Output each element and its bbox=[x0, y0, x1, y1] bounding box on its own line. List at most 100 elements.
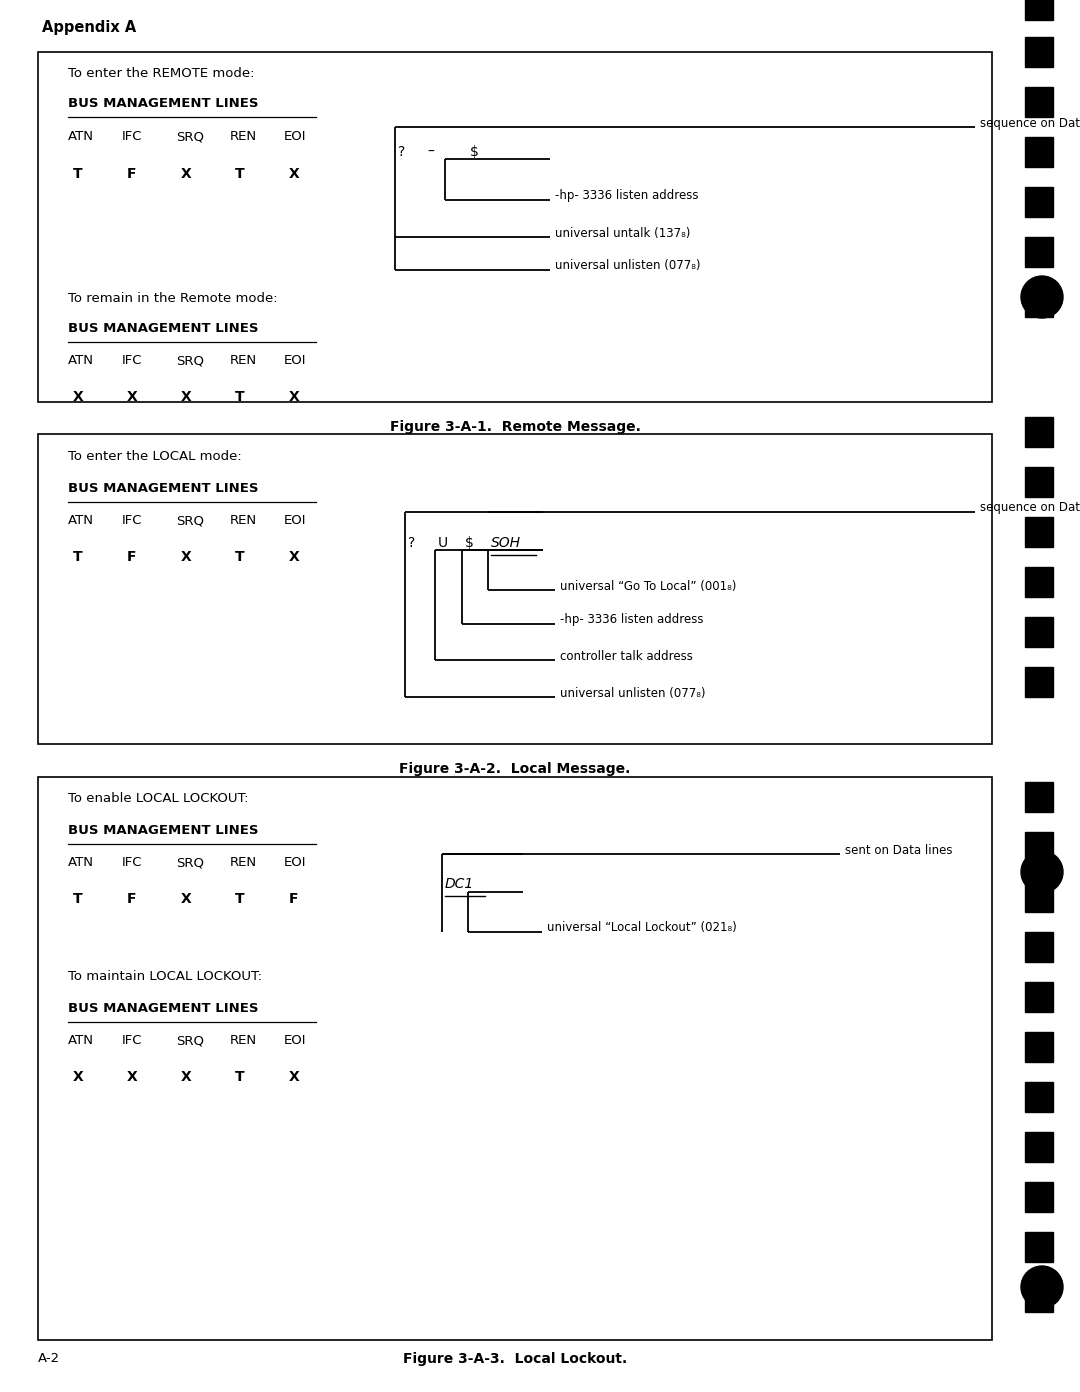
Bar bbox=[1025, 466, 1053, 497]
Text: SOH: SOH bbox=[491, 536, 521, 550]
Text: IFC: IFC bbox=[122, 1034, 143, 1047]
Bar bbox=[1025, 1182, 1053, 1212]
Text: EOI: EOI bbox=[284, 354, 307, 367]
Text: T: T bbox=[235, 550, 245, 564]
Text: X: X bbox=[289, 550, 300, 564]
Text: IFC: IFC bbox=[122, 856, 143, 869]
Text: F: F bbox=[127, 550, 136, 564]
Bar bbox=[1025, 883, 1053, 912]
Bar bbox=[1025, 136, 1053, 167]
Bar bbox=[1025, 1132, 1053, 1162]
Bar bbox=[1025, 38, 1053, 67]
Bar bbox=[1025, 287, 1053, 317]
Text: SRQ: SRQ bbox=[176, 129, 204, 143]
Text: X: X bbox=[127, 1070, 138, 1084]
Bar bbox=[1025, 1082, 1053, 1112]
Text: SRQ: SRQ bbox=[176, 354, 204, 367]
Bar bbox=[1025, 1031, 1053, 1062]
Text: universal unlisten (077₈): universal unlisten (077₈) bbox=[555, 259, 701, 273]
Text: REN: REN bbox=[230, 514, 257, 528]
Text: REN: REN bbox=[230, 129, 257, 143]
Text: $: $ bbox=[470, 145, 478, 159]
Bar bbox=[1025, 237, 1053, 267]
Text: universal untalk (137₈): universal untalk (137₈) bbox=[555, 227, 690, 239]
Text: T: T bbox=[235, 892, 245, 906]
Text: ATN: ATN bbox=[68, 514, 94, 528]
Bar bbox=[1025, 832, 1053, 862]
Text: DC1: DC1 bbox=[445, 877, 474, 891]
Bar bbox=[1025, 418, 1053, 447]
Text: sequence on Data lines: sequence on Data lines bbox=[980, 501, 1080, 515]
Text: -hp- 3336 listen address: -hp- 3336 listen address bbox=[555, 189, 699, 202]
Text: sequence on Data lines: sequence on Data lines bbox=[980, 117, 1080, 129]
Text: Figure 3‑A‑3.  Local Lockout.: Figure 3‑A‑3. Local Lockout. bbox=[403, 1352, 627, 1366]
Text: –: – bbox=[427, 145, 434, 159]
Text: SRQ: SRQ bbox=[176, 1034, 204, 1047]
Text: controller talk address: controller talk address bbox=[561, 650, 693, 663]
Text: F: F bbox=[127, 167, 136, 181]
Text: Appendix A: Appendix A bbox=[42, 19, 136, 35]
Text: EOI: EOI bbox=[284, 1034, 307, 1047]
Text: To enter the LOCAL mode:: To enter the LOCAL mode: bbox=[68, 450, 242, 464]
Text: REN: REN bbox=[230, 354, 257, 367]
Text: universal unlisten (077₈): universal unlisten (077₈) bbox=[561, 686, 705, 700]
Bar bbox=[1025, 667, 1053, 697]
Bar bbox=[1025, 981, 1053, 1012]
Text: X: X bbox=[181, 1070, 192, 1084]
Circle shape bbox=[1021, 1265, 1063, 1308]
Text: X: X bbox=[289, 390, 300, 404]
Bar bbox=[1025, 187, 1053, 217]
Text: T: T bbox=[235, 167, 245, 181]
Bar bbox=[38, 434, 993, 743]
Text: sent on Data lines: sent on Data lines bbox=[845, 844, 953, 856]
Text: IFC: IFC bbox=[122, 514, 143, 528]
Text: EOI: EOI bbox=[284, 129, 307, 143]
Text: BUS MANAGEMENT LINES: BUS MANAGEMENT LINES bbox=[68, 97, 258, 110]
Text: X: X bbox=[181, 550, 192, 564]
Text: SRQ: SRQ bbox=[176, 514, 204, 528]
Text: REN: REN bbox=[230, 1034, 257, 1047]
Text: X: X bbox=[181, 892, 192, 906]
Bar bbox=[1025, 617, 1053, 647]
Text: IFC: IFC bbox=[122, 354, 143, 367]
Text: BUS MANAGEMENT LINES: BUS MANAGEMENT LINES bbox=[68, 482, 258, 496]
Text: ATN: ATN bbox=[68, 354, 94, 367]
Text: X: X bbox=[289, 167, 300, 181]
Text: $: $ bbox=[465, 536, 474, 550]
Bar bbox=[1025, 1232, 1053, 1263]
Text: universal “Local Lockout” (021₈): universal “Local Lockout” (021₈) bbox=[546, 922, 737, 934]
Bar bbox=[1025, 782, 1053, 812]
Bar bbox=[1025, 0, 1053, 19]
Text: ?: ? bbox=[399, 145, 405, 159]
Text: F: F bbox=[127, 892, 136, 906]
Text: Figure 3‑A‑2.  Local Message.: Figure 3‑A‑2. Local Message. bbox=[400, 761, 631, 775]
Text: To enter the REMOTE mode:: To enter the REMOTE mode: bbox=[68, 67, 255, 79]
Text: A-2: A-2 bbox=[38, 1352, 60, 1366]
Text: ATN: ATN bbox=[68, 1034, 94, 1047]
Text: To maintain LOCAL LOCKOUT:: To maintain LOCAL LOCKOUT: bbox=[68, 970, 262, 983]
Bar bbox=[38, 777, 993, 1340]
Text: EOI: EOI bbox=[284, 856, 307, 869]
Circle shape bbox=[1021, 276, 1063, 317]
Text: BUS MANAGEMENT LINES: BUS MANAGEMENT LINES bbox=[68, 1002, 258, 1015]
Text: X: X bbox=[181, 167, 192, 181]
Text: IFC: IFC bbox=[122, 129, 143, 143]
Text: X: X bbox=[127, 390, 138, 404]
Text: X: X bbox=[73, 390, 84, 404]
Circle shape bbox=[1021, 851, 1063, 894]
Text: To enable LOCAL LOCKOUT:: To enable LOCAL LOCKOUT: bbox=[68, 792, 248, 805]
Bar bbox=[1025, 1282, 1053, 1313]
Bar bbox=[38, 52, 993, 402]
Text: -hp- 3336 listen address: -hp- 3336 listen address bbox=[561, 614, 703, 626]
Text: U: U bbox=[438, 536, 448, 550]
Bar bbox=[1025, 86, 1053, 117]
Text: X: X bbox=[73, 1070, 84, 1084]
Bar bbox=[1025, 933, 1053, 962]
Text: Figure 3‑A‑1.  Remote Message.: Figure 3‑A‑1. Remote Message. bbox=[390, 420, 640, 434]
Text: To remain in the Remote mode:: To remain in the Remote mode: bbox=[68, 292, 278, 305]
Text: EOI: EOI bbox=[284, 514, 307, 528]
Text: T: T bbox=[73, 167, 83, 181]
Text: BUS MANAGEMENT LINES: BUS MANAGEMENT LINES bbox=[68, 824, 258, 837]
Text: T: T bbox=[235, 1070, 245, 1084]
Text: F: F bbox=[289, 892, 298, 906]
